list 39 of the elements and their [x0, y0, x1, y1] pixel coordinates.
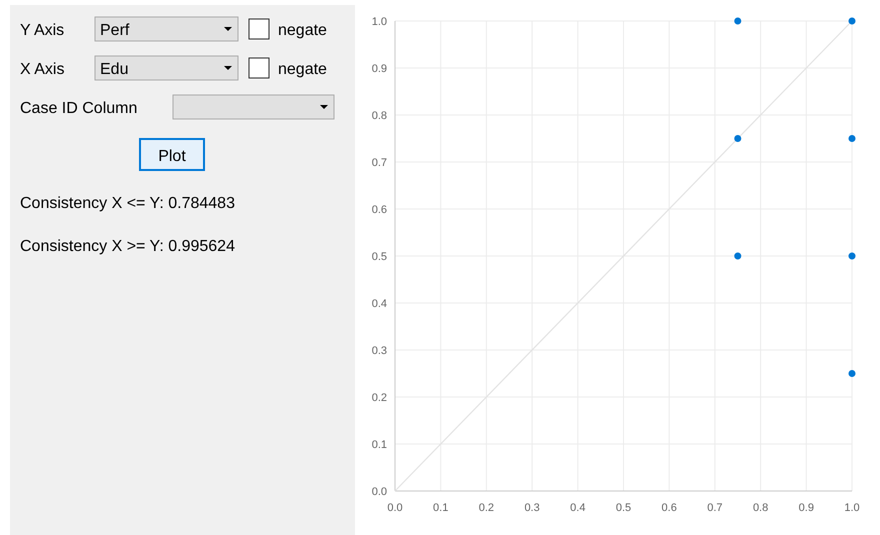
text: Y Axis	[20, 22, 64, 39]
x-tick-label: 0.9	[798, 502, 814, 514]
y-tick-label: 0.1	[372, 439, 387, 451]
y-tick-label: 0.0	[372, 486, 387, 498]
point	[734, 135, 742, 142]
x-tick-label: 0.0	[387, 502, 403, 514]
y-tick-label: 0.2	[372, 392, 387, 404]
text: negate	[278, 22, 328, 39]
text: Consistency X >= Y: 0.995624	[20, 238, 236, 255]
text: negate	[278, 61, 328, 78]
y-tick-label: 0.6	[372, 204, 387, 216]
y-tick-label: 0.3	[372, 345, 387, 357]
x-tick-label: 1.0	[844, 502, 860, 514]
point	[848, 370, 856, 377]
y-tick-label: 0.8	[372, 110, 387, 122]
x-tick-label: 0.2	[478, 502, 494, 514]
point	[848, 252, 856, 260]
y-tick-label: 0.5	[372, 251, 387, 263]
x-tick-label: 0.7	[707, 502, 723, 514]
x-tick-label: 0.4	[570, 502, 586, 514]
y-tick-label: 0.4	[372, 298, 387, 310]
text: Perf	[100, 22, 130, 39]
text: Edu	[100, 61, 128, 78]
x-tick-label: 0.1	[433, 502, 448, 514]
y-tick-label: 0.7	[372, 157, 387, 169]
point	[734, 252, 742, 260]
y-tick-label: 1.0	[372, 16, 387, 28]
point	[734, 18, 742, 24]
point	[848, 135, 856, 142]
text: Plot	[158, 148, 186, 165]
x-tick-label: 0.6	[662, 502, 677, 514]
text: X Axis	[20, 61, 64, 78]
x-tick-label: 0.8	[752, 502, 768, 514]
x-tick-label: 0.3	[524, 502, 540, 514]
y-tick-label: 0.9	[372, 63, 387, 75]
point	[848, 18, 856, 24]
x-tick-label: 0.5	[616, 502, 632, 514]
text: Consistency X <= Y: 0.784483	[20, 195, 236, 212]
text: Case ID Column	[20, 100, 138, 117]
